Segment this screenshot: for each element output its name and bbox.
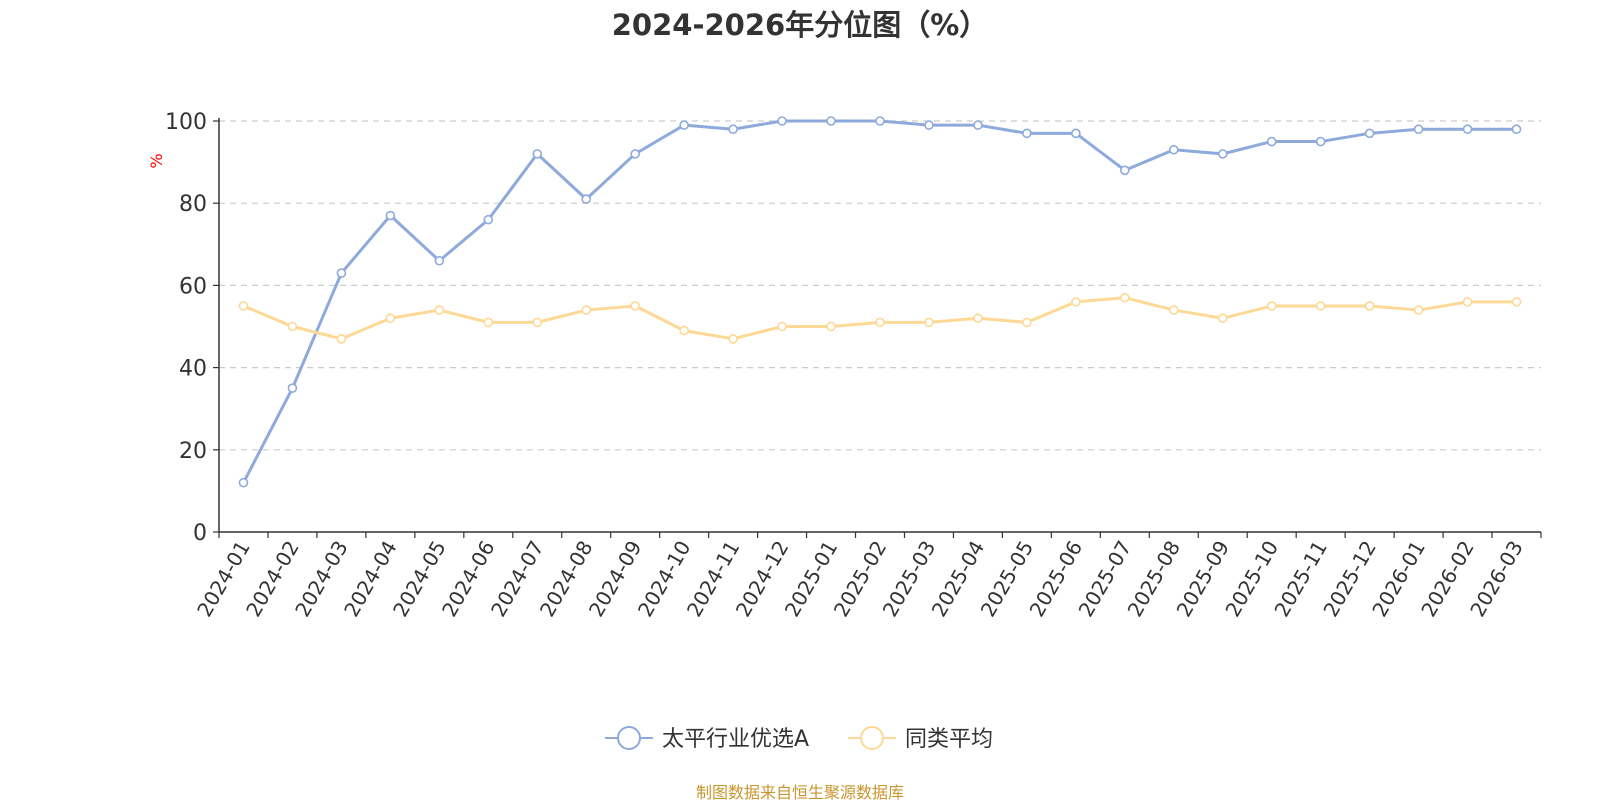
- y-tick-label: 60: [179, 274, 207, 299]
- data-point[interactable]: [581, 305, 592, 315]
- chart-title: 2024-2026年分位图（%）: [611, 8, 989, 42]
- legend-item-2[interactable]: 同类平均: [848, 726, 993, 752]
- data-point[interactable]: [1120, 292, 1130, 303]
- legend-label: 太平行业优选A: [662, 727, 809, 752]
- y-tick-label: 0: [193, 521, 207, 546]
- data-point[interactable]: [924, 120, 934, 130]
- data-point[interactable]: [1511, 297, 1522, 307]
- data-point[interactable]: [434, 305, 445, 315]
- data-point[interactable]: [679, 325, 689, 336]
- y-tick-label: 20: [179, 439, 207, 464]
- data-point[interactable]: [826, 116, 836, 126]
- data-point[interactable]: [287, 321, 298, 332]
- data-point[interactable]: [630, 149, 640, 159]
- data-point[interactable]: [532, 317, 543, 328]
- series-line: [242, 119, 1517, 484]
- data-point[interactable]: [238, 301, 249, 311]
- data-point[interactable]: [385, 313, 396, 324]
- data-point[interactable]: [1071, 128, 1081, 139]
- data-point[interactable]: [1364, 128, 1375, 139]
- source-note: 制图数据来自恒生聚源数据库: [695, 783, 904, 802]
- legend-marker: [860, 726, 884, 750]
- data-point[interactable]: [1120, 165, 1130, 176]
- data-point[interactable]: [1315, 301, 1326, 311]
- data-point[interactable]: [287, 383, 298, 393]
- data-point[interactable]: [336, 334, 347, 344]
- legend-item-1[interactable]: 太平行业优选A: [605, 726, 809, 752]
- legend-label: 同类平均: [905, 727, 993, 752]
- data-point[interactable]: [1413, 305, 1424, 315]
- data-point[interactable]: [875, 116, 885, 126]
- legend-marker: [617, 726, 641, 750]
- y-tick-label: 40: [179, 357, 207, 382]
- axes: 020406080100%2024-012024-022024-032024-0…: [147, 110, 1542, 621]
- data-point[interactable]: [385, 210, 396, 221]
- data-point[interactable]: [238, 477, 249, 488]
- data-point[interactable]: [924, 317, 934, 328]
- y-tick-label: 100: [165, 110, 207, 135]
- data-point[interactable]: [1217, 149, 1228, 159]
- data-point[interactable]: [1168, 305, 1179, 315]
- data-point[interactable]: [1217, 313, 1228, 324]
- data-point[interactable]: [1413, 124, 1424, 135]
- data-point[interactable]: [1168, 144, 1179, 155]
- data-point[interactable]: [777, 321, 787, 332]
- data-point[interactable]: [581, 194, 592, 204]
- data-point[interactable]: [679, 120, 689, 130]
- series-2: [238, 292, 1522, 344]
- data-point[interactable]: [1266, 301, 1277, 311]
- data-point[interactable]: [1315, 136, 1326, 147]
- data-point[interactable]: [826, 321, 836, 332]
- data-point[interactable]: [728, 334, 738, 344]
- series-lines: [238, 116, 1522, 488]
- data-point[interactable]: [1462, 124, 1473, 135]
- data-point[interactable]: [336, 268, 347, 278]
- data-point[interactable]: [1511, 124, 1522, 135]
- legend: 太平行业优选A 同类平均: [605, 726, 993, 752]
- y-tick-label: 80: [179, 192, 207, 217]
- grid-lines: [219, 120, 1541, 451]
- series-1: [238, 116, 1522, 488]
- data-point[interactable]: [483, 214, 494, 225]
- data-point[interactable]: [1022, 317, 1032, 328]
- y-axis-label: %: [147, 153, 166, 168]
- data-point[interactable]: [875, 317, 885, 328]
- data-point[interactable]: [434, 255, 445, 266]
- data-point[interactable]: [973, 313, 983, 324]
- data-point[interactable]: [483, 317, 494, 328]
- data-point[interactable]: [1462, 297, 1473, 307]
- data-point[interactable]: [1266, 136, 1277, 147]
- data-point[interactable]: [973, 120, 983, 130]
- data-point[interactable]: [630, 301, 640, 311]
- data-point[interactable]: [777, 116, 787, 126]
- data-point[interactable]: [728, 124, 738, 135]
- data-point[interactable]: [1364, 301, 1375, 311]
- data-point[interactable]: [532, 149, 543, 159]
- data-point[interactable]: [1022, 128, 1032, 139]
- data-point[interactable]: [1071, 297, 1081, 307]
